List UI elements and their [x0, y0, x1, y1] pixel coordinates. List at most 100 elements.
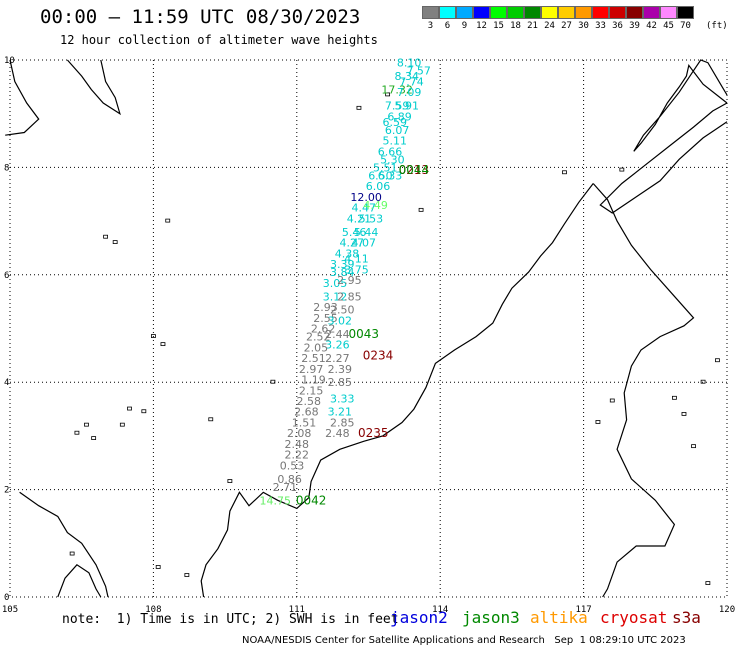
- wave-height-label: 2.62: [311, 323, 336, 336]
- wave-height-label: 6.06: [366, 180, 391, 193]
- y-tick-label: 4: [4, 378, 9, 388]
- island: [385, 92, 391, 97]
- wave-height-label: 5.53: [359, 212, 384, 225]
- wave-height-label: 2.85: [330, 416, 355, 429]
- island: [562, 170, 567, 175]
- pass-time-label: 0235: [358, 426, 389, 440]
- legend-label: 9: [461, 21, 468, 31]
- wave-height-label: 2.22: [285, 449, 310, 462]
- wave-height-label: 1.19: [301, 374, 326, 387]
- wave-height-label: 12.00: [350, 191, 382, 204]
- island: [691, 444, 696, 449]
- wave-height-label: 2.68: [294, 406, 319, 419]
- pass-time-label: 0234: [363, 348, 394, 362]
- wave-height-label: 2.71: [273, 481, 298, 494]
- wave-height-label: 2.08: [287, 427, 312, 440]
- wave-height-label: 2.93: [313, 301, 338, 314]
- wave-height-label: 6.66: [378, 145, 403, 158]
- legend-label: 27: [561, 21, 572, 31]
- satellite-jason2: jason2: [390, 608, 448, 627]
- wave-height-label: 0.86: [277, 473, 302, 486]
- coastline-bangka: [57, 564, 102, 598]
- wave-height-label: 8.10: [397, 57, 422, 70]
- island: [227, 479, 233, 483]
- x-tick-label: 108: [145, 605, 161, 615]
- island: [155, 565, 161, 569]
- legend-unit: (ft): [706, 21, 728, 31]
- wave-height-label: 0.53: [280, 459, 305, 472]
- island: [103, 234, 108, 239]
- island: [356, 105, 362, 110]
- island: [595, 420, 601, 424]
- wave-height-label: 4.27: [340, 237, 365, 250]
- wave-height-label: 4.47: [351, 202, 376, 215]
- wave-height-label: 3.02: [328, 314, 353, 327]
- wave-height-label: 4.07: [351, 237, 376, 250]
- map-subtitle: 12 hour collection of altimeter wave hei…: [60, 33, 378, 47]
- wave-height-label: 3.75: [344, 263, 369, 276]
- wave-height-label: 7.59: [385, 100, 410, 113]
- wave-height-label: 7.74: [399, 75, 424, 88]
- island: [150, 334, 156, 338]
- coastline-taiwan: [633, 59, 728, 152]
- island: [141, 409, 147, 414]
- island: [715, 358, 720, 363]
- wave-height-label: 2.05: [304, 341, 329, 354]
- coastline-malay-peninsula: [5, 59, 40, 136]
- wave-height-label: 2.97: [299, 363, 324, 376]
- legend-swatch: [592, 6, 609, 19]
- island: [619, 167, 625, 172]
- color-legend: [422, 6, 694, 19]
- y-tick-label: 8: [4, 163, 9, 173]
- wave-height-label: 4.11: [344, 253, 369, 266]
- wave-height-label: 3.26: [325, 339, 350, 352]
- y-tick-label: 10: [4, 56, 15, 66]
- island: [127, 406, 132, 411]
- coastline-palawan: [599, 102, 728, 214]
- wave-height-label: 2.50: [330, 304, 355, 317]
- legend-label: 15: [493, 21, 504, 31]
- wave-height-label: 4.21: [347, 212, 372, 225]
- wave-height-label: 4.49: [363, 199, 388, 212]
- wave-height-label: 6.59: [383, 116, 408, 129]
- wave-height-label: 2.52: [306, 331, 331, 344]
- legend-labels: 3 6 9 12 15 18 21 24 27 30 33 36 39 42 45 70: [422, 21, 694, 31]
- legend-swatch: [677, 6, 694, 19]
- wave-height-label: 5.91: [394, 100, 419, 113]
- island: [208, 417, 214, 422]
- pass-time-label: 0213: [399, 163, 430, 177]
- island: [160, 342, 166, 347]
- wave-height-label: 5.30: [380, 153, 405, 166]
- wave-height-label: 3.05: [323, 277, 348, 290]
- island: [672, 395, 677, 400]
- island: [84, 422, 89, 427]
- wave-height-label: 4.38: [335, 247, 360, 260]
- wave-height-label: 3.33: [330, 392, 355, 405]
- wave-height-label: 3.84: [330, 266, 355, 279]
- legend-swatch: [490, 6, 507, 19]
- island: [184, 573, 190, 577]
- wave-height-label: 2.95: [337, 274, 362, 287]
- wave-height-label: 6.33: [378, 169, 403, 182]
- pass-time-label: 0043: [348, 327, 379, 341]
- pass-time-label: 0042: [296, 493, 327, 507]
- legend-label: 24: [544, 21, 555, 31]
- wave-height-label: 7.57: [406, 65, 431, 78]
- legend-swatch: [507, 6, 524, 19]
- island: [700, 379, 706, 384]
- x-tick-label: 111: [289, 605, 305, 615]
- coastline-borneo-ne-coast: [592, 183, 695, 598]
- legend-label: 36: [612, 21, 623, 31]
- wave-height-label: 2.58: [297, 395, 322, 408]
- x-tick-label: 114: [432, 605, 448, 615]
- legend-swatch: [575, 6, 592, 19]
- satellite-altika: altika: [530, 608, 588, 627]
- legend-label: 33: [595, 21, 606, 31]
- legend-label: 70: [680, 21, 691, 31]
- legend-label: 42: [646, 21, 657, 31]
- island: [418, 207, 424, 212]
- satellite-jason3: jason3: [462, 608, 520, 627]
- wave-height-label: 2.39: [328, 363, 353, 376]
- y-tick-label: 2: [4, 486, 9, 496]
- satellite-s3a: s3a: [672, 608, 701, 627]
